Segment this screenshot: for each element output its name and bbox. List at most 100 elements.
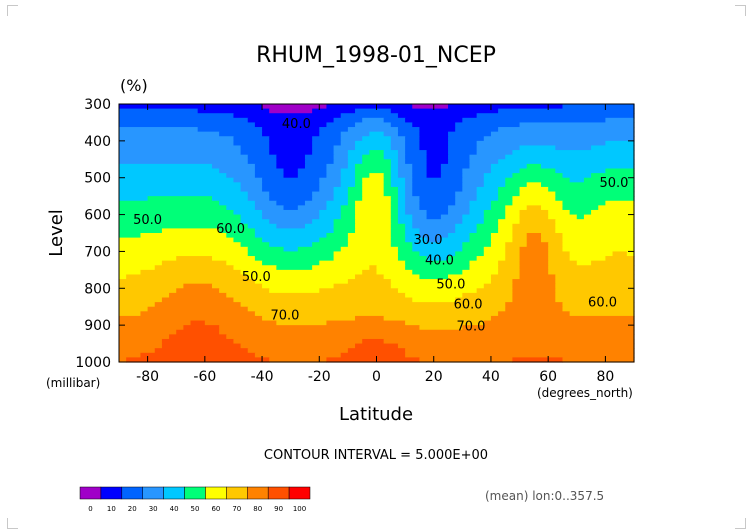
field-cell <box>505 182 528 188</box>
field-cell <box>469 163 492 170</box>
field-cell <box>319 214 342 220</box>
field-cell <box>119 274 127 280</box>
field-cell <box>176 329 220 335</box>
field-cell <box>340 168 356 174</box>
field-cell <box>119 329 177 335</box>
field-cell <box>405 140 421 147</box>
field-cell <box>119 237 235 243</box>
colorbar-tick-label: 90 <box>274 505 283 513</box>
field-cell <box>490 274 521 280</box>
field-cell <box>262 182 320 188</box>
field-cell <box>562 104 635 110</box>
field-cell <box>498 191 521 197</box>
field-cell <box>548 186 635 193</box>
field-cell <box>119 288 177 294</box>
colorbar-swatch <box>184 486 206 500</box>
field-cell <box>247 191 270 197</box>
field-cell <box>469 205 492 211</box>
field-cell <box>519 265 549 271</box>
colorbar-swatch <box>247 486 269 500</box>
y-unit-note: (millibar) <box>46 376 100 390</box>
field-cell <box>319 127 349 133</box>
y-tick-label: 600 <box>84 208 111 224</box>
field-cell <box>340 182 356 188</box>
field-cell <box>505 242 528 248</box>
field-cell <box>412 297 456 303</box>
field-cell <box>119 269 142 276</box>
y-tick-label: 500 <box>84 171 111 187</box>
field-cell <box>562 173 592 179</box>
field-cell <box>197 127 263 133</box>
field-cell <box>483 209 506 216</box>
field-cell <box>526 182 542 188</box>
contour-label: 70.0 <box>456 320 485 335</box>
field-cell <box>347 348 406 354</box>
field-cell <box>283 205 299 211</box>
field-cell <box>412 246 463 253</box>
contour-labels: 40.0 50.0 60.0 50.0 70.0 30.0 40.0 50.0 60.0 70.0… <box>133 117 628 335</box>
field-cell <box>469 260 499 266</box>
field-cell <box>219 288 270 294</box>
field-cell <box>297 168 328 174</box>
field-cell <box>240 269 363 276</box>
field-cell <box>262 214 320 220</box>
field-cell <box>498 260 521 266</box>
field-cell <box>119 219 242 225</box>
field-cell <box>397 256 428 262</box>
field-cell <box>476 186 499 193</box>
field-cell <box>490 242 506 248</box>
field-cell <box>233 140 270 147</box>
field-cell <box>362 136 392 142</box>
field-cell <box>512 283 556 289</box>
field-cell <box>247 348 349 354</box>
field-cell <box>605 140 635 147</box>
field-cell <box>340 209 356 216</box>
field-cell <box>591 173 635 179</box>
field-cell <box>455 200 471 206</box>
field-cell <box>304 154 335 160</box>
field-cell <box>226 205 256 211</box>
field-cell <box>512 279 556 285</box>
field-cell <box>283 246 299 253</box>
field-cell <box>226 334 635 340</box>
field-cell <box>297 205 328 211</box>
field-cell <box>405 237 428 243</box>
field-cell <box>390 163 399 170</box>
field-cell <box>419 228 456 234</box>
field-cell <box>490 279 513 285</box>
field-cell <box>297 246 342 253</box>
field-cell <box>397 214 413 220</box>
field-cell <box>519 219 556 225</box>
field-cell <box>312 219 335 225</box>
field-cell <box>262 315 356 322</box>
field-cell <box>269 136 313 142</box>
field-cell <box>397 113 478 119</box>
x-tick-label: -20 <box>308 369 331 385</box>
field-cell <box>390 209 399 216</box>
field-cell <box>312 140 342 147</box>
field-cell <box>355 140 392 147</box>
field-cell <box>591 260 635 266</box>
field-cell <box>462 182 485 188</box>
field-cell <box>505 302 564 308</box>
field-cell <box>519 214 549 220</box>
field-cell <box>448 256 478 262</box>
field-cell <box>319 209 342 216</box>
field-cell <box>541 233 564 239</box>
field-cell <box>347 163 356 170</box>
field-cell <box>605 168 635 174</box>
field-cell <box>233 209 263 216</box>
field-cell <box>119 150 242 156</box>
field-cell <box>355 122 392 128</box>
field-cell <box>426 150 449 156</box>
field-cell <box>455 297 513 303</box>
field-cell <box>254 163 277 170</box>
contour-label: 50.0 <box>436 277 465 292</box>
field-cell <box>426 237 442 243</box>
field-cell <box>448 145 478 151</box>
field-cell <box>505 214 521 220</box>
field-cell <box>462 214 485 220</box>
field-cell <box>569 256 606 262</box>
field-cell <box>119 306 149 312</box>
field-cell <box>355 108 392 114</box>
